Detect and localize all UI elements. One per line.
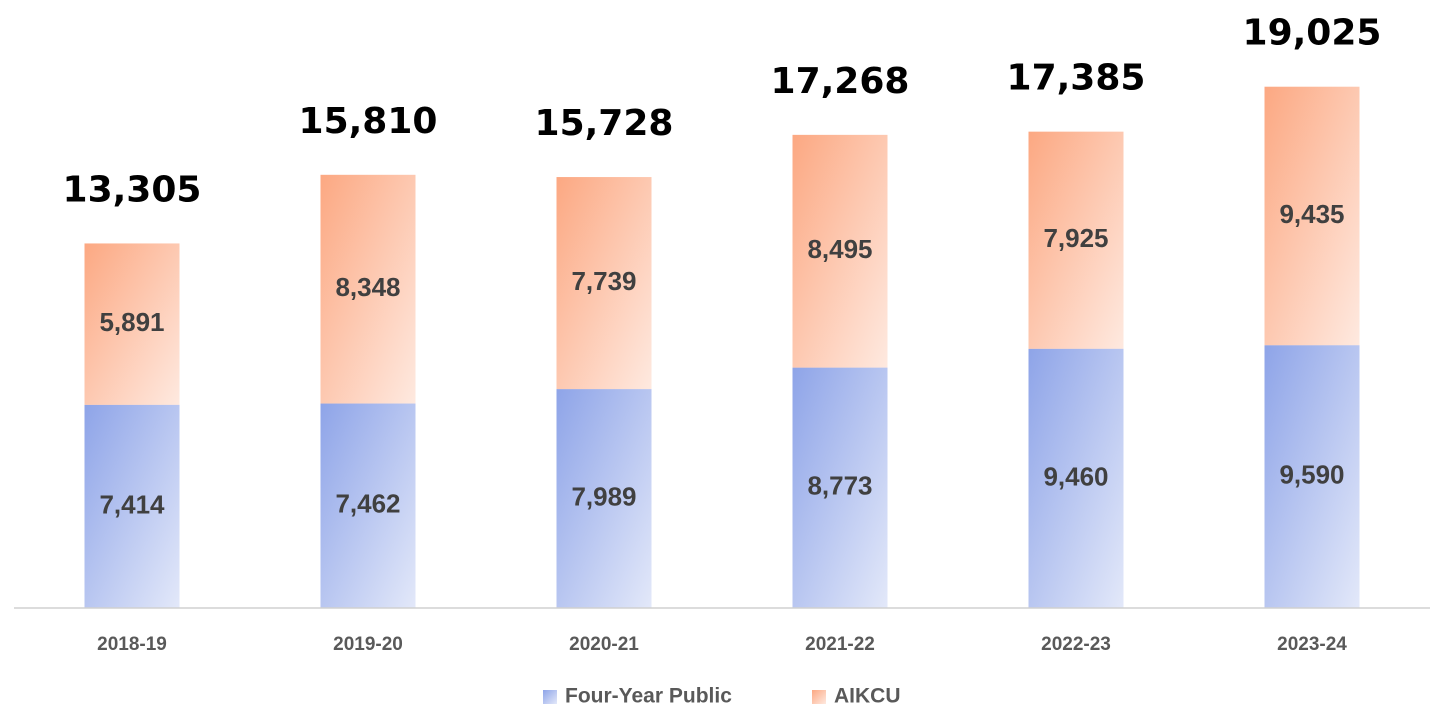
bar-segment bbox=[1264, 345, 1360, 608]
total-label: 19,025 bbox=[1243, 13, 1382, 54]
bar-segment bbox=[84, 243, 180, 405]
legend-swatch bbox=[812, 690, 826, 704]
data-label: 7,739 bbox=[571, 266, 636, 296]
total-label: 17,385 bbox=[1007, 58, 1146, 99]
x-tick-label: 2021-22 bbox=[805, 634, 875, 655]
data-label: 8,348 bbox=[335, 272, 400, 302]
x-tick-label: 2022-23 bbox=[1041, 634, 1111, 655]
total-label: 13,305 bbox=[63, 169, 202, 210]
data-label: 5,891 bbox=[99, 307, 164, 337]
bar-segment bbox=[1264, 86, 1360, 346]
legend-label: AIKCU bbox=[834, 685, 901, 708]
total-label: 15,810 bbox=[299, 101, 438, 142]
bar-segment bbox=[792, 134, 888, 368]
total-label: 17,268 bbox=[771, 61, 910, 102]
data-label: 7,462 bbox=[335, 489, 400, 519]
x-tick-label: 2020-21 bbox=[569, 634, 639, 655]
data-label: 9,460 bbox=[1043, 461, 1108, 491]
legend-swatch bbox=[543, 690, 557, 704]
total-label: 15,728 bbox=[535, 103, 674, 144]
x-tick-label: 2018-19 bbox=[97, 634, 167, 655]
bar-segment bbox=[84, 404, 180, 608]
data-label: 9,590 bbox=[1279, 459, 1344, 489]
bar-segment bbox=[320, 174, 416, 404]
bar-segment bbox=[1028, 348, 1124, 608]
data-label: 7,414 bbox=[99, 489, 165, 519]
data-label: 8,495 bbox=[807, 234, 872, 264]
bar-segment bbox=[556, 389, 652, 608]
data-label: 7,925 bbox=[1043, 223, 1108, 253]
data-label: 7,989 bbox=[571, 481, 636, 511]
bar-segment bbox=[792, 367, 888, 608]
data-label: 9,435 bbox=[1279, 199, 1344, 229]
bar-segment bbox=[556, 177, 652, 390]
bar-segment bbox=[1028, 131, 1124, 349]
x-tick-label: 2023-24 bbox=[1277, 634, 1347, 655]
data-label: 8,773 bbox=[807, 471, 872, 501]
x-tick-label: 2019-20 bbox=[333, 634, 403, 655]
legend-label: Four-Year Public bbox=[565, 685, 732, 708]
bar-segment bbox=[320, 403, 416, 608]
